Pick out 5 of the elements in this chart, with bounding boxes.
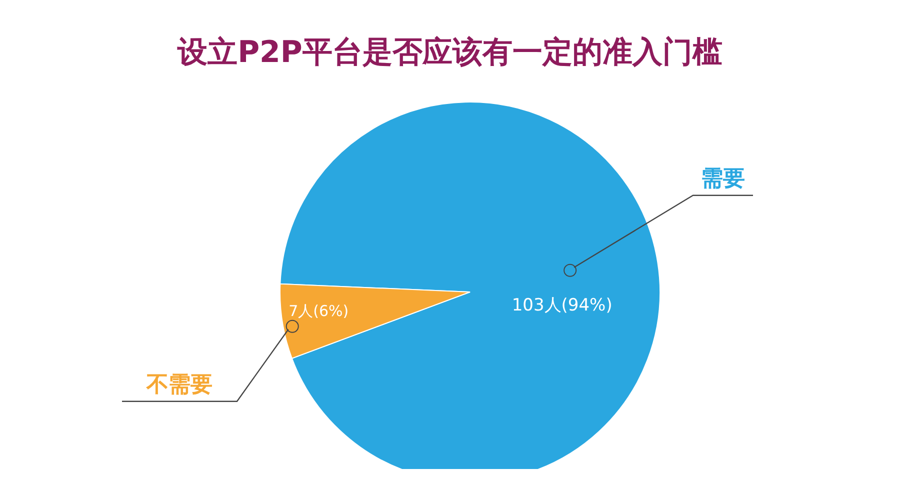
data-label: 103人(94%) [512,295,612,316]
slice-label: 不需要 [146,372,212,398]
chart-title: 设立P2P平台是否应该有一定的准入门槛 [176,34,724,72]
slice-label: 需要 [701,166,745,192]
data-label: 7人(6%) [288,302,349,320]
